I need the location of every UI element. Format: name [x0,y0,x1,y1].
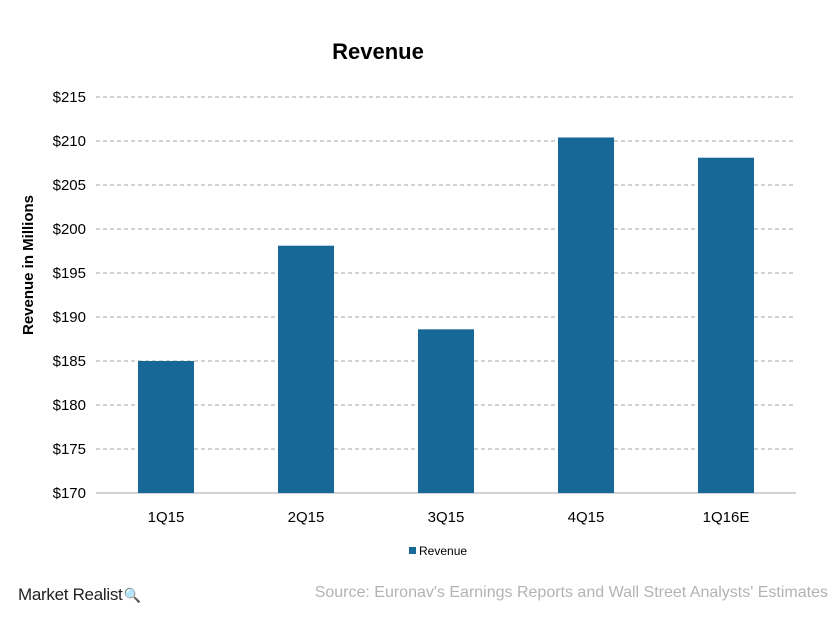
bars [138,137,754,494]
chart-title: Revenue [332,39,424,64]
revenue-chart: Revenue Revenue in Millions $170 $175 $180… [20,39,796,558]
legend: Revenue [409,544,467,558]
source-note: Source: Euronav's Earnings Reports and W… [314,584,828,601]
x-tick-label: 1Q15 [148,509,185,526]
y-tick-label: $210 [53,133,86,150]
y-tick-label: $205 [53,177,86,194]
brand-name: Market Realist [18,585,123,604]
x-tick-label: 1Q16E [703,509,750,526]
y-tick-label: $195 [53,265,86,282]
legend-swatch [409,547,416,554]
x-tick-label: 2Q15 [288,509,325,526]
x-axis-ticks: 1Q15 2Q15 3Q15 4Q15 1Q16E [148,509,750,526]
magnifier-icon: 🔍 [123,587,141,603]
legend-label: Revenue [419,544,467,558]
brand-logo: Market Realist🔍 [18,585,141,605]
bar-1q16e [698,157,754,493]
y-axis-ticks: $170 $175 $180 $185 $190 $195 $200 $205 $210 $215 [53,89,86,502]
y-tick-label: $190 [53,309,86,326]
y-tick-label: $170 [53,485,86,502]
x-tick-label: 3Q15 [428,509,465,526]
bar-1q15 [138,361,194,493]
bar-3q15 [418,329,474,493]
y-tick-label: $175 [53,441,86,458]
y-tick-label: $185 [53,353,86,370]
y-axis-label: Revenue in Millions [20,195,37,335]
bar-2q15 [278,245,334,493]
y-tick-label: $180 [53,397,86,414]
y-tick-label: $200 [53,221,86,238]
y-tick-label: $215 [53,89,86,106]
x-tick-label: 4Q15 [568,509,605,526]
bar-4q15 [558,137,614,494]
